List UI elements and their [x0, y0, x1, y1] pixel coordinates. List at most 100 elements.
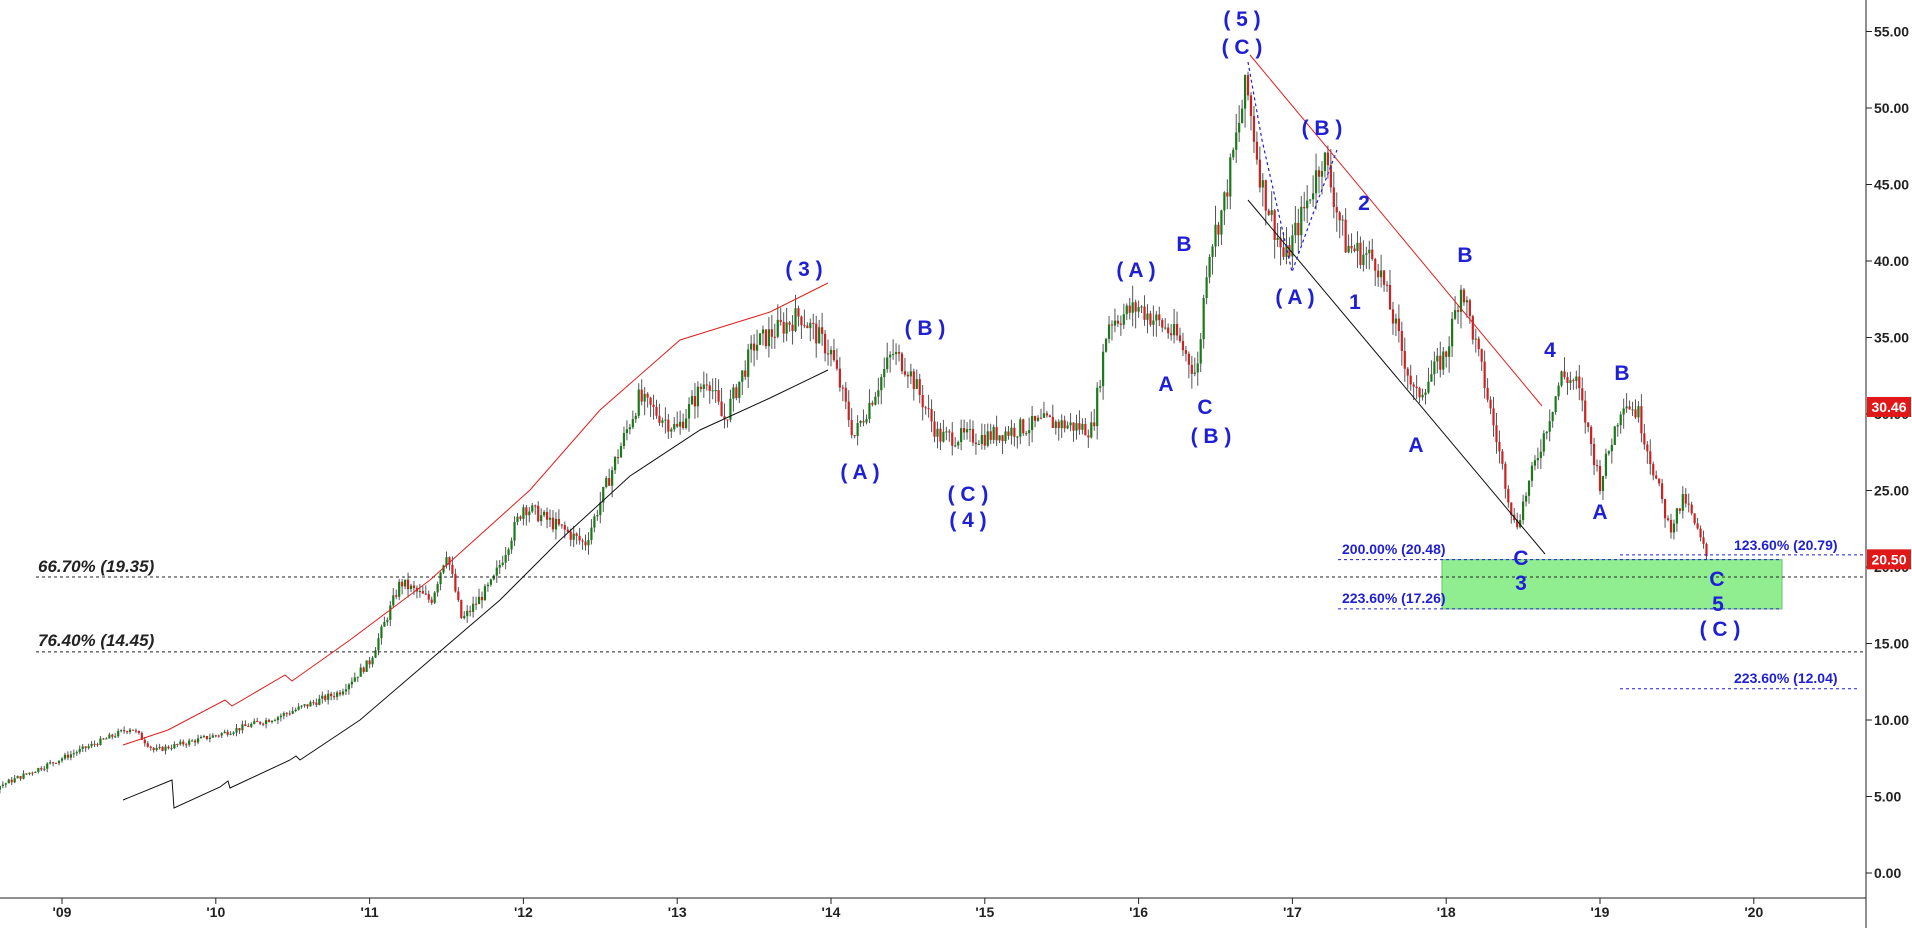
candle-body: [1391, 309, 1395, 324]
candle-body: [1291, 235, 1294, 257]
candle-body: [980, 434, 983, 445]
candle-body: [962, 428, 966, 433]
candle-body: [1326, 152, 1329, 166]
price-label-bg: [1867, 549, 1911, 570]
candle-body: [1128, 305, 1131, 313]
candle-body: [1196, 363, 1199, 373]
wave-label: 1: [1349, 291, 1361, 314]
candle-body: [1675, 508, 1678, 524]
candle-body: [1069, 422, 1072, 426]
candle-body: [333, 696, 336, 698]
candle-body: [401, 581, 404, 587]
candle-body: [185, 744, 188, 746]
candle-body: [205, 736, 209, 739]
candle-body: [897, 351, 901, 354]
candle-body: [291, 711, 294, 714]
candle-body: [188, 740, 191, 745]
candle-body: [1590, 426, 1593, 444]
x-tick-label: '16: [1129, 904, 1148, 920]
candle-body: [566, 529, 569, 532]
channel-upper-line: [1249, 54, 1543, 407]
wave-label: ( 3 ): [785, 258, 822, 281]
candle-body: [838, 368, 841, 388]
y-tick-label: 45.00: [1874, 177, 1909, 193]
candle-body: [469, 610, 472, 612]
candle-body: [1471, 316, 1474, 340]
candle-body: [954, 445, 957, 447]
candle-body: [554, 518, 558, 530]
wave-label: 4: [1544, 339, 1556, 362]
candle-body: [1217, 224, 1220, 235]
candle-body: [758, 333, 762, 345]
candle-body: [454, 573, 457, 592]
candle-body: [1241, 108, 1244, 124]
fib-label-right: 200.00% (20.48): [1342, 541, 1446, 557]
candle-body: [492, 575, 495, 580]
candle-body: [362, 667, 365, 672]
fib-label-left: 76.40% (14.45): [38, 631, 155, 650]
candle-body: [930, 409, 933, 422]
candle-body: [229, 733, 232, 735]
candle-body: [1658, 478, 1661, 484]
candle-body: [176, 744, 179, 746]
candle-body: [821, 327, 824, 334]
candle-body: [1060, 420, 1063, 429]
candle-body: [0, 786, 1, 790]
candle-body: [1702, 537, 1705, 544]
candle-body: [285, 713, 288, 715]
candle-body: [117, 731, 120, 737]
candle-body: [1146, 313, 1149, 320]
candle-body: [1033, 416, 1037, 421]
candle-body: [1548, 421, 1551, 432]
candle-body: [1557, 385, 1560, 397]
x-tick-label: '19: [1591, 904, 1610, 920]
candle-body: [513, 522, 516, 541]
candle-body: [1663, 499, 1667, 519]
candle-body: [1536, 458, 1539, 461]
candle-body: [1646, 444, 1649, 452]
candle-body: [1078, 423, 1081, 430]
candle-body: [652, 404, 655, 407]
candle-body: [900, 353, 904, 372]
candle-body: [1380, 270, 1383, 278]
candle-body: [267, 720, 271, 723]
candle-body: [693, 396, 697, 407]
candle-body: [179, 741, 182, 745]
candle-body: [608, 478, 611, 486]
candle-body: [1610, 444, 1613, 452]
candle-body: [244, 724, 247, 727]
fib-label-right: 223.60% (17.26): [1342, 590, 1446, 606]
candle-body: [120, 730, 123, 732]
candle-body: [1344, 219, 1347, 253]
candle-body: [587, 540, 590, 546]
candle-body: [1489, 399, 1492, 409]
candle-body: [906, 374, 909, 377]
candle-body: [350, 681, 353, 685]
candle-body: [1501, 451, 1504, 464]
candle-body: [702, 384, 705, 389]
candle-body: [327, 693, 330, 700]
candle-body: [99, 738, 102, 746]
candle-body: [699, 386, 702, 389]
candle-body: [507, 549, 510, 555]
candle-body: [498, 565, 501, 568]
candle-body: [81, 746, 84, 749]
candle-body: [1353, 248, 1356, 252]
candle-body: [764, 329, 768, 347]
candle-body: [1220, 210, 1223, 235]
candle-body: [1258, 159, 1261, 188]
candle-body: [1551, 412, 1554, 422]
candle-body: [1013, 427, 1016, 437]
candle-body: [371, 657, 374, 665]
candle-body: [1374, 259, 1377, 271]
candle-body: [140, 732, 143, 740]
candle-body: [1468, 300, 1471, 317]
candle-body: [114, 736, 117, 738]
candle-body: [684, 418, 688, 429]
candle-body: [235, 728, 238, 733]
candle-body: [1282, 247, 1285, 257]
candle-body: [602, 487, 605, 503]
candle-body: [1075, 423, 1078, 431]
candle-body: [874, 396, 877, 405]
